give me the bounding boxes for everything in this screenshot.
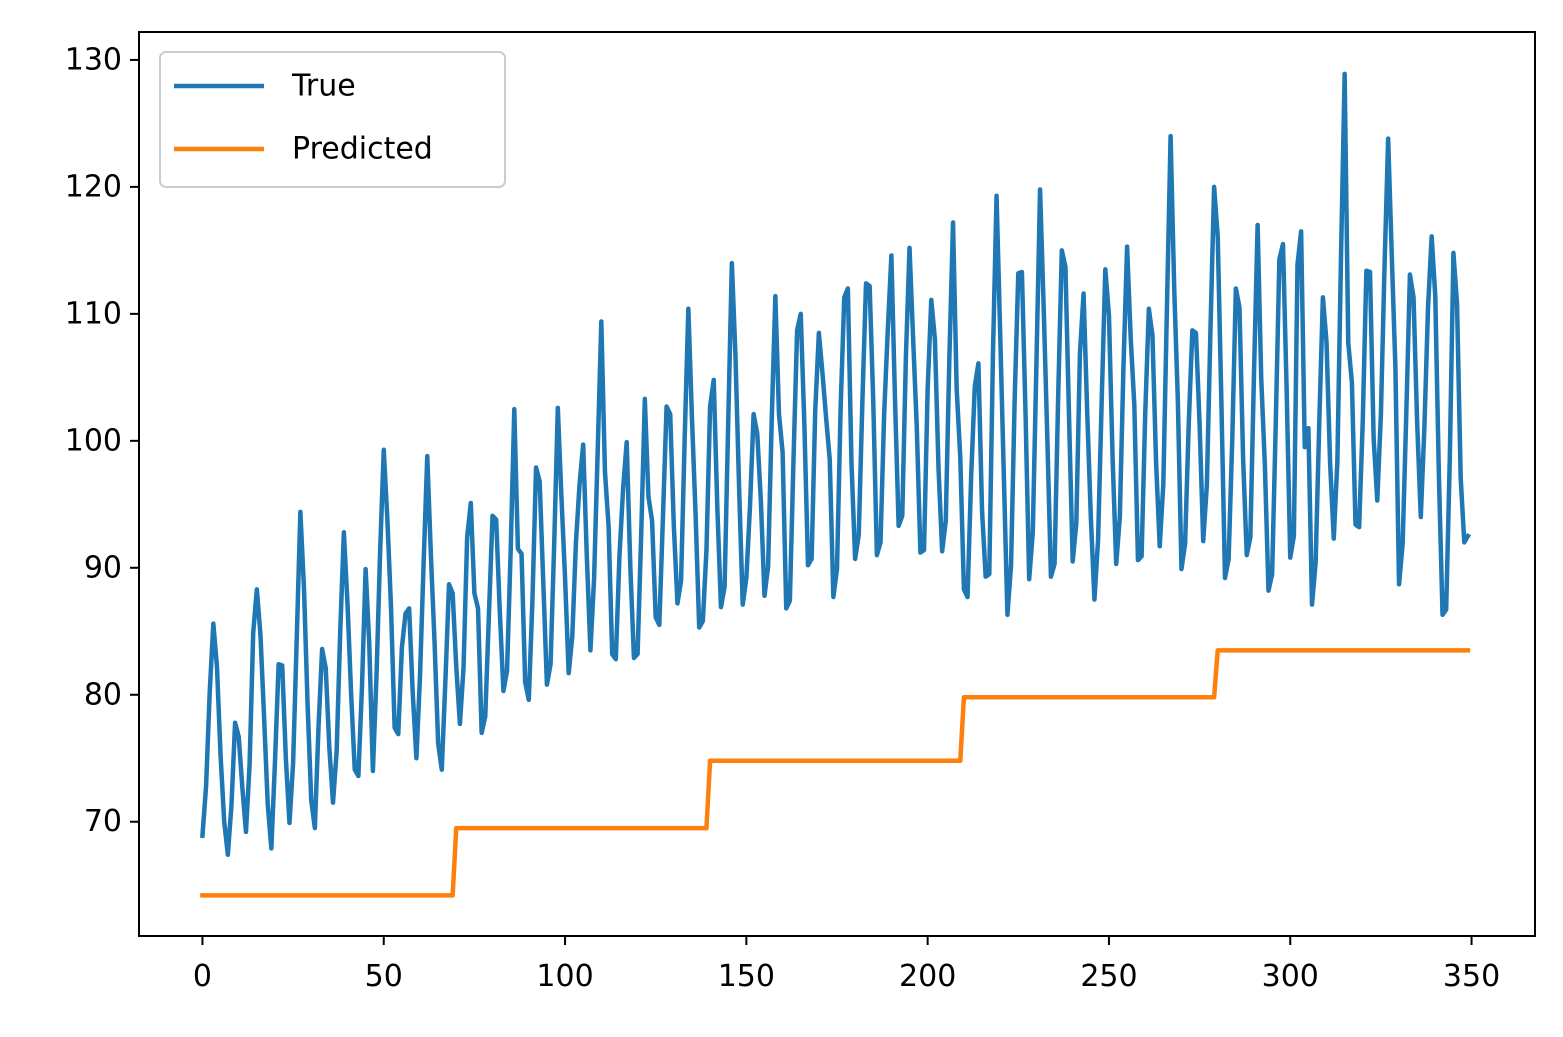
legend: True Predicted [159, 51, 506, 188]
y-tick-label: 110 [65, 296, 122, 331]
legend-label-true: True [291, 69, 356, 104]
legend-label-predicted: Predicted [292, 132, 433, 167]
axes-frame [138, 31, 1536, 937]
x-tick-label: 200 [899, 959, 956, 994]
x-tick-label: 350 [1443, 959, 1500, 994]
x-tick-label: 300 [1262, 959, 1319, 994]
y-tick-label: 130 [65, 42, 122, 77]
x-tick-label: 250 [1080, 959, 1137, 994]
y-tick-label: 70 [84, 804, 122, 839]
x-axis: 0 50 100 150 200 250 300 350 [193, 936, 1500, 994]
series-line-true [200, 71, 1471, 857]
x-tick-label: 0 [193, 959, 212, 994]
series-layer [200, 71, 1471, 898]
series-line-predicted [200, 648, 1471, 898]
y-tick-label: 100 [65, 423, 122, 458]
x-tick-label: 150 [718, 959, 775, 994]
y-axis: 70 80 90 100 110 120 130 [65, 42, 139, 839]
y-tick-label: 120 [65, 169, 122, 204]
x-tick-label: 50 [365, 959, 403, 994]
x-tick-label: 100 [536, 959, 593, 994]
y-tick-label: 80 [84, 677, 122, 712]
y-tick-label: 90 [84, 550, 122, 585]
